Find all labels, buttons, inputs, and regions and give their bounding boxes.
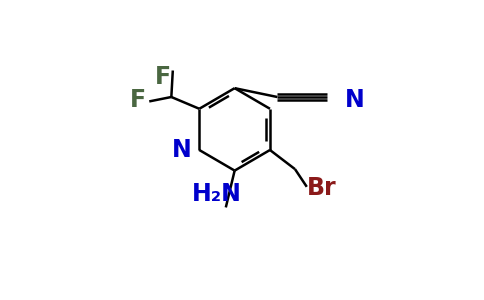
Text: Br: Br [307,176,336,200]
Text: N: N [345,88,365,112]
Text: F: F [130,88,146,112]
Text: N: N [172,138,192,162]
Text: H₂N: H₂N [192,182,242,206]
Text: F: F [154,64,170,88]
